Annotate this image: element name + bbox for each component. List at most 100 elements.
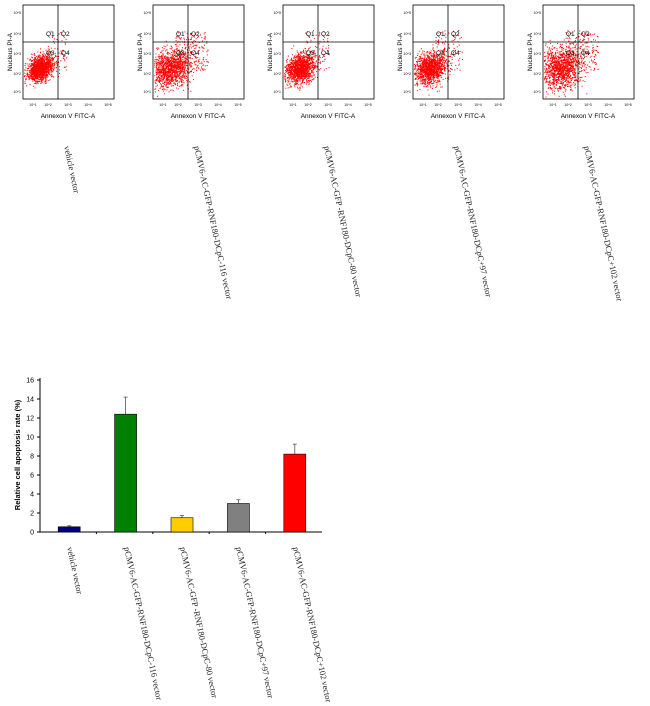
event-dot: [53, 41, 55, 42]
event-dot: [176, 35, 178, 37]
event-dot: [49, 68, 51, 70]
event-dot: [311, 76, 313, 78]
event-dot: [297, 55, 299, 56]
event-dot: [188, 42, 190, 44]
event-dot: [179, 50, 181, 52]
event-dot: [195, 57, 196, 59]
event-dot: [166, 81, 168, 83]
event-dot: [309, 53, 311, 55]
event-dot: [284, 76, 286, 78]
event-dot: [61, 34, 63, 36]
event-dot: [177, 54, 179, 56]
event-dot: [56, 70, 58, 72]
event-dot: [204, 65, 206, 67]
event-dot: [49, 72, 51, 74]
event-dot: [303, 75, 305, 77]
event-dot: [294, 76, 296, 78]
event-dot: [314, 76, 316, 78]
event-dot: [441, 62, 443, 64]
event-dot: [42, 58, 44, 60]
event-dot: [435, 66, 437, 68]
event-dot: [328, 54, 330, 55]
event-dot: [166, 72, 168, 74]
event-dot: [451, 40, 453, 42]
event-dot: [45, 75, 46, 77]
event-dot: [32, 79, 34, 80]
event-dot: [182, 81, 184, 83]
event-dot: [299, 63, 301, 65]
event-dot: [166, 52, 168, 54]
event-dot: [181, 70, 183, 72]
event-dot: [287, 63, 289, 65]
quadrant-label: Q2: [61, 31, 70, 38]
event-dot: [302, 74, 304, 76]
event-dot: [441, 38, 443, 40]
event-dot: [194, 62, 195, 64]
event-dot: [297, 54, 299, 56]
event-dot: [162, 78, 164, 80]
event-dot: [298, 56, 300, 58]
event-dot: [48, 62, 49, 63]
event-dot: [203, 33, 205, 35]
event-dot: [309, 73, 311, 75]
event-dot: [442, 57, 444, 59]
event-dot: [173, 65, 175, 67]
event-dot: [308, 72, 309, 74]
event-dot: [183, 75, 185, 77]
event-dot: [191, 65, 193, 67]
event-dot: [173, 68, 175, 70]
event-dot: [58, 56, 60, 57]
event-dot: [159, 81, 160, 83]
event-dot: [166, 66, 168, 68]
event-dot: [182, 69, 184, 70]
event-dot: [436, 60, 438, 61]
plot-frame: [152, 4, 245, 100]
event-dot: [292, 64, 294, 65]
y-tick-label: 10^1: [274, 90, 282, 94]
event-dot: [304, 62, 306, 63]
event-dot: [299, 74, 300, 76]
event-dot: [422, 50, 424, 52]
event-dot: [168, 77, 170, 78]
event-dot: [291, 57, 293, 59]
event-dot: [287, 69, 288, 71]
event-dot: [314, 66, 316, 68]
event-dot: [424, 72, 426, 74]
event-dot: [39, 63, 41, 65]
event-dot: [184, 64, 186, 66]
event-dot: [428, 52, 430, 54]
event-dot: [428, 74, 430, 76]
event-dot: [42, 67, 44, 69]
event-dot: [33, 63, 35, 65]
scatter-points: [284, 30, 330, 91]
event-dot: [176, 81, 178, 82]
event-dot: [40, 68, 42, 70]
event-dot: [56, 61, 57, 62]
event-dot: [167, 86, 168, 88]
event-dot: [314, 74, 315, 76]
event-dot: [172, 56, 174, 58]
event-dot: [165, 74, 167, 76]
event-dot: [306, 40, 308, 42]
event-dot: [172, 50, 174, 52]
event-dot: [289, 83, 291, 85]
event-dot: [49, 48, 51, 50]
event-dot: [285, 78, 287, 80]
event-dot: [155, 60, 157, 62]
event-dot: [171, 47, 173, 49]
event-dot: [174, 80, 176, 82]
event-dot: [36, 63, 38, 65]
event-dot: [190, 34, 192, 36]
event-dot: [164, 55, 166, 57]
event-dot: [426, 66, 428, 68]
event-dot: [46, 55, 48, 57]
event-dot: [286, 70, 288, 72]
event-dot: [437, 77, 439, 79]
event-dot: [175, 37, 177, 39]
event-dot: [158, 60, 160, 62]
event-dot: [291, 78, 293, 80]
event-dot: [292, 80, 294, 82]
event-dot: [51, 57, 53, 59]
event-dot: [180, 78, 181, 80]
event-dot: [315, 65, 317, 67]
